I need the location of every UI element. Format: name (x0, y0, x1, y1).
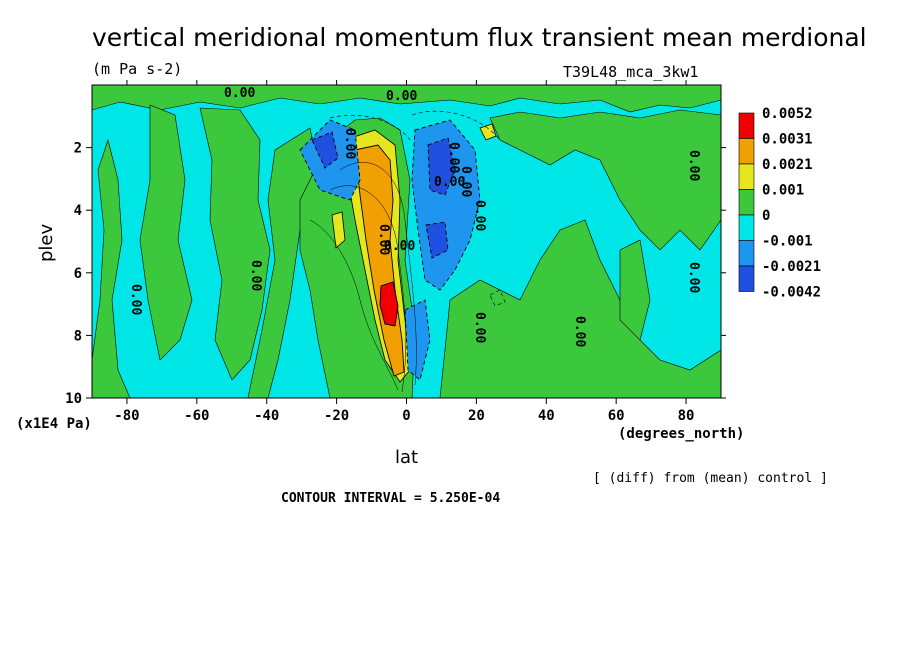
contour-lines (309, 162, 417, 393)
colorbar-label: 0.0052 (762, 106, 813, 122)
units-label: (m Pa s-2) (92, 60, 182, 78)
green-east-column (619, 239, 651, 341)
y-tick-label: 2 (74, 141, 82, 157)
contour-label: 0.00 (376, 224, 391, 255)
x-tick-label: 40 (538, 408, 555, 424)
colorbar-label: 0.001 (762, 183, 804, 199)
contour-label: 0.00 (458, 166, 473, 197)
colorbar-swatch (738, 189, 755, 216)
contour-line (329, 114, 411, 141)
negative-left-dark (311, 131, 339, 169)
green-left-column-1 (92, 138, 131, 398)
contour-line (309, 219, 399, 391)
colorbar-label: -0.0042 (762, 285, 821, 301)
y-axis-label: plev (36, 223, 57, 262)
contour-label: 0.00 (248, 260, 263, 291)
colorbar-label: 0 (762, 208, 770, 224)
contour-label: 0.00 (434, 175, 465, 190)
y-units-label: (x1E4 Pa) (16, 416, 92, 432)
x-tick-label: 80 (678, 408, 695, 424)
x-axis: -80 -60 -40 -20 0 20 40 60 80 (114, 80, 694, 424)
run-label: T39L48_mca_3kw1 (563, 63, 698, 81)
colorbar-swatch (738, 138, 755, 165)
yellow-blob-north (479, 123, 497, 141)
x-tick-label: -40 (254, 408, 279, 424)
green-east-upper (489, 109, 721, 251)
contour-label: 0.00 (686, 262, 701, 293)
negative-right-low (404, 299, 431, 381)
colorbar-swatch (738, 163, 755, 190)
contour-label: 0.00 (572, 316, 587, 347)
contour-line (339, 162, 417, 386)
colorbar-swatch (738, 112, 755, 139)
contour-label: 0.00 (224, 86, 255, 101)
contour-label: 0.00 (342, 128, 357, 159)
contour-labels: 0.00 0.00 0.00 0.00 0.00 0.00 0.00 0.00 … (128, 86, 701, 347)
contour-label: 0.00 (384, 239, 415, 254)
contour-label: 0.00 (472, 312, 487, 343)
negative-contour-lines (329, 110, 506, 307)
x-tick-label: -60 (184, 408, 209, 424)
contour-label: 0.00 (446, 142, 461, 173)
y-tick-label: 6 (74, 266, 82, 282)
colorbar: 0.0052 0.0031 0.0021 0.001 0 -0.001 -0.0021 -0.… (738, 106, 821, 301)
x-tick-label: -80 (114, 408, 139, 424)
colorbar-swatch (738, 214, 755, 241)
green-top-band (92, 85, 721, 113)
contour-line (411, 110, 501, 141)
x-tick-label: 20 (468, 408, 485, 424)
y-axis: 2 4 6 8 10 (65, 141, 726, 407)
chart-title: vertical meridional momentum flux transi… (92, 23, 867, 52)
colorbar-label: -0.0021 (762, 259, 821, 275)
x-axis-label: lat (395, 447, 418, 468)
yellow-blob-west (331, 211, 346, 249)
x-tick-label: 0 (402, 408, 410, 424)
red-core (379, 281, 399, 327)
contour-label: 0.00 (472, 200, 487, 231)
x-tick-label: 60 (608, 408, 625, 424)
x-units-label: (degrees_north) (618, 426, 744, 442)
green-left-column-3 (199, 107, 271, 381)
x-tick-label: -20 (324, 408, 349, 424)
negative-right-dark-lower (425, 221, 449, 259)
diff-note: [ (diff) from (mean) control ] (593, 471, 828, 486)
negative-right-dark-upper (427, 137, 456, 196)
plot-area: 0.00 0.00 0.00 0.00 0.00 0.00 0.00 0.00 … (92, 85, 721, 398)
colorbar-label: 0.0021 (762, 157, 813, 173)
green-left-column-2 (139, 104, 193, 361)
colorbar-swatch (738, 240, 755, 267)
y-tick-label: 4 (74, 203, 82, 219)
y-tick-label: 8 (74, 328, 82, 344)
contour-line (489, 289, 506, 307)
colorbar-swatch (738, 265, 755, 292)
contour-line (329, 185, 407, 393)
y-tick-label: 10 (65, 391, 82, 407)
negative-regions (299, 119, 481, 381)
contour-label: 0.00 (128, 284, 143, 315)
colorbar-label: 0.0031 (762, 132, 813, 148)
contour-label: 0.00 (686, 150, 701, 181)
contour-interval: CONTOUR INTERVAL = 5.250E-04 (281, 491, 500, 506)
contour-label: 0.00 (386, 89, 417, 104)
colorbar-label: -0.001 (762, 234, 813, 250)
